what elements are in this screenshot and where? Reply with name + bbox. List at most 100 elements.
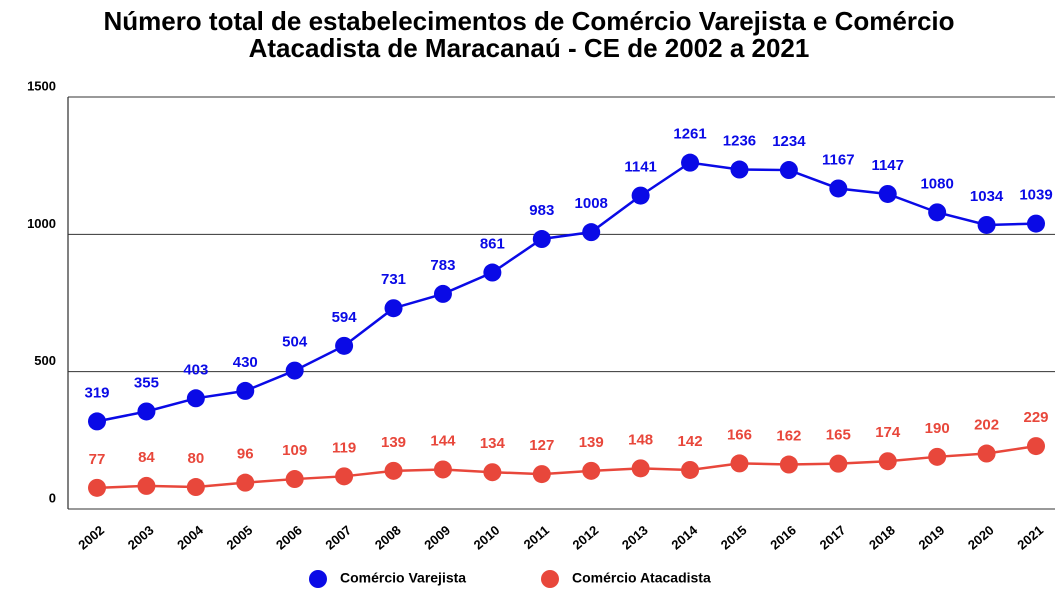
y-tick-label: 0	[49, 490, 56, 505]
data-label: 1141	[624, 159, 657, 176]
data-point	[137, 476, 156, 495]
data-label: 96	[237, 446, 254, 463]
data-point	[1027, 214, 1045, 233]
x-tick-label: 2013	[619, 522, 651, 552]
data-point	[730, 160, 749, 179]
data-point	[137, 402, 156, 421]
data-label: 504	[282, 334, 308, 351]
data-label: 594	[332, 309, 358, 326]
data-label: 144	[430, 432, 456, 449]
data-label: 861	[480, 235, 505, 252]
x-tick-label: 2021	[1014, 522, 1046, 552]
data-label: 1236	[723, 132, 756, 149]
data-label: 84	[138, 449, 155, 466]
data-point	[483, 463, 502, 482]
data-point	[236, 381, 255, 400]
data-label: 1034	[970, 188, 1004, 205]
data-point	[977, 215, 996, 234]
legend-label: Comércio Atacadista	[572, 570, 711, 586]
data-point	[532, 465, 551, 484]
data-label: 165	[826, 427, 851, 444]
x-tick-label: 2002	[75, 522, 107, 552]
x-tick-label: 2004	[174, 522, 206, 553]
x-tick-label: 2020	[965, 522, 997, 552]
data-point	[730, 454, 749, 473]
data-point	[681, 460, 700, 479]
data-label: 1147	[871, 157, 904, 174]
data-label: 139	[381, 434, 406, 451]
x-tick-label: 2016	[767, 522, 799, 552]
data-label: 1261	[673, 126, 706, 143]
x-tick-label: 2005	[224, 522, 256, 552]
data-label: 162	[776, 427, 801, 444]
data-point	[582, 461, 601, 480]
data-point	[878, 184, 897, 203]
chart-title: Número total de estabelecimentos de Comé…	[103, 6, 955, 63]
data-label: 77	[89, 451, 106, 468]
y-tick-label: 1500	[27, 78, 56, 93]
data-point	[631, 459, 650, 478]
data-point	[335, 336, 354, 355]
data-label: 139	[579, 434, 604, 451]
data-label: 1080	[920, 175, 953, 192]
data-point	[433, 284, 452, 303]
data-label: 190	[925, 420, 950, 437]
data-label: 983	[529, 202, 554, 219]
data-label: 166	[727, 426, 752, 443]
x-tick-label: 2014	[668, 522, 700, 553]
data-label: 403	[183, 361, 208, 378]
data-point	[779, 455, 798, 474]
data-point	[236, 473, 255, 492]
data-label: 783	[430, 257, 455, 274]
x-tick-label: 2018	[866, 522, 898, 552]
data-label: 1234	[772, 133, 806, 150]
x-tick-label: 2006	[273, 522, 305, 552]
x-tick-label: 2008	[372, 522, 404, 552]
legend-label: Comércio Varejista	[340, 570, 466, 586]
data-label: 229	[1023, 409, 1048, 426]
data-point	[433, 460, 452, 479]
x-tick-label: 2019	[915, 522, 947, 552]
data-point	[285, 470, 304, 489]
data-point	[88, 478, 106, 497]
data-point	[928, 447, 947, 466]
data-point	[285, 361, 304, 380]
x-tick-label: 2010	[471, 522, 503, 552]
data-point	[483, 263, 502, 282]
y-tick-label: 500	[34, 353, 56, 368]
x-tick-label: 2015	[718, 522, 750, 552]
data-label: 430	[233, 354, 258, 371]
x-tick-label: 2003	[125, 522, 157, 552]
x-tick-label: 2011	[521, 522, 552, 552]
data-label: 731	[381, 271, 406, 288]
data-point	[335, 467, 354, 486]
data-point	[582, 223, 601, 242]
data-point	[1027, 437, 1045, 456]
data-point	[88, 412, 106, 431]
series-line	[96, 161, 1037, 423]
data-point	[779, 161, 798, 180]
data-point	[384, 461, 403, 480]
data-label: 148	[628, 431, 653, 448]
legend-marker	[309, 570, 327, 588]
data-label: 355	[134, 374, 159, 391]
data-label: 142	[678, 433, 703, 450]
data-label: 134	[480, 435, 506, 452]
title-box: Número total de estabelecimentos de Comé…	[0, 8, 1058, 62]
data-label: 319	[84, 384, 109, 401]
data-point	[829, 454, 848, 473]
data-point	[532, 230, 551, 249]
data-label: 1167	[822, 151, 855, 168]
data-point	[681, 153, 700, 172]
data-point	[977, 444, 996, 463]
x-tick-label: 2009	[421, 522, 453, 552]
data-point	[928, 203, 947, 222]
legend-marker	[541, 570, 559, 588]
data-label: 127	[529, 437, 554, 454]
data-label: 109	[282, 442, 307, 459]
data-point	[384, 299, 403, 318]
x-tick-label: 2017	[817, 522, 849, 552]
data-label: 202	[974, 416, 999, 433]
